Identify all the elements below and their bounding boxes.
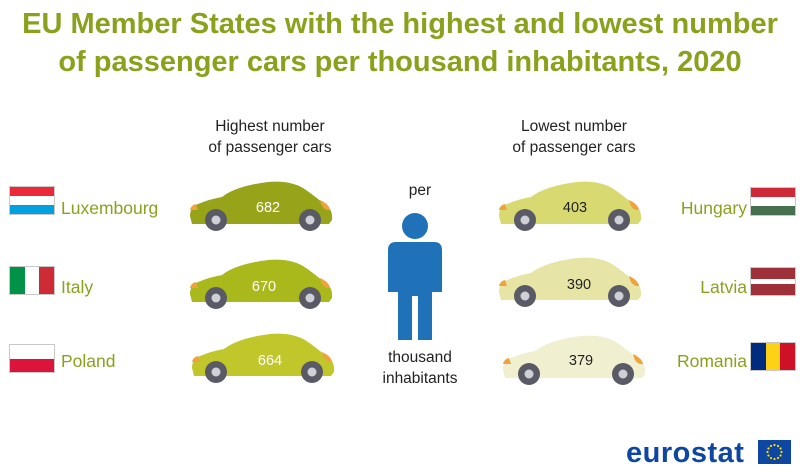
poland-flag-icon [9, 344, 55, 373]
country-romania: Romania [676, 351, 747, 371]
eu-star-icon [779, 454, 782, 457]
car-hungary: 403 [499, 181, 642, 231]
country-latvia: Latvia [700, 277, 747, 297]
thousand-inhabitants-label: thousand inhabitants [360, 347, 480, 389]
car-poland: 664 [192, 333, 335, 383]
eu-star-icon [780, 450, 783, 454]
hungary-flag-icon [750, 187, 796, 216]
value-label: 664 [258, 353, 282, 369]
highest-heading: Highest number of passenger cars [190, 116, 350, 158]
eu-star-icon [767, 447, 770, 450]
country-poland: Poland [61, 351, 116, 371]
per-label: per [408, 182, 432, 199]
highest-heading-line-2: of passenger cars [208, 139, 332, 156]
headlight-icon [629, 200, 639, 211]
headlight-icon [320, 278, 330, 289]
eu-star-icon [767, 454, 770, 457]
lowest-heading: Lowest number of passenger cars [494, 116, 654, 158]
eu-star-icon [773, 443, 776, 447]
taillight-icon [190, 204, 198, 210]
thousand-label: thousand [388, 349, 452, 366]
eu-star-icon [776, 456, 780, 460]
taillight-icon [499, 204, 507, 210]
taillight-icon [192, 356, 200, 362]
title-line-2: of passenger cars per thousand inhabitan… [58, 46, 742, 78]
eurostat-logo: eurostat [626, 437, 745, 469]
eu-star-icon [779, 447, 782, 450]
value-label: 403 [563, 200, 587, 216]
lowest-heading-line-1: Lowest number [521, 118, 627, 135]
car-body [499, 181, 642, 224]
romania-flag-icon [750, 342, 796, 371]
latvia-flag-icon [750, 267, 796, 296]
eu-star-icon [776, 444, 780, 448]
country-italy: Italy [61, 277, 94, 297]
eu-star-icon [769, 444, 773, 448]
headlight-icon [322, 352, 332, 363]
car-body [190, 259, 333, 302]
value-label: 379 [569, 353, 593, 369]
car-italy: 670 [190, 259, 333, 309]
taillight-icon [190, 282, 198, 288]
eu-star-icon [766, 450, 769, 454]
car-body [190, 181, 333, 224]
taillight-icon [503, 358, 511, 364]
eu-star-icon [769, 456, 773, 460]
car-body [499, 257, 642, 300]
taillight-icon [499, 280, 507, 286]
luxembourg-flag-icon [9, 186, 55, 215]
title-line-1: EU Member States with the highest and lo… [22, 8, 778, 40]
lowest-heading-line-2: of passenger cars [512, 139, 636, 156]
value-label: 390 [567, 277, 591, 293]
eu-star-icon [773, 457, 776, 461]
car-body [192, 333, 335, 376]
car-luxembourg: 682 [190, 181, 333, 231]
car-romania: 379 [503, 335, 646, 385]
eu-flag-icon [758, 440, 791, 464]
car-body [503, 335, 646, 378]
value-label: 670 [252, 279, 276, 295]
italy-flag-icon [9, 266, 55, 295]
country-luxembourg: Luxembourg [61, 198, 159, 218]
headlight-icon [320, 200, 330, 211]
highest-heading-line-1: Highest number [215, 118, 325, 135]
headlight-icon [633, 354, 643, 365]
country-hungary: Hungary [680, 198, 747, 218]
value-label: 682 [256, 200, 280, 216]
headlight-icon [629, 276, 639, 287]
car-latvia: 390 [499, 257, 642, 307]
person-icon [388, 213, 442, 340]
inhabitants-label: inhabitants [382, 370, 458, 387]
